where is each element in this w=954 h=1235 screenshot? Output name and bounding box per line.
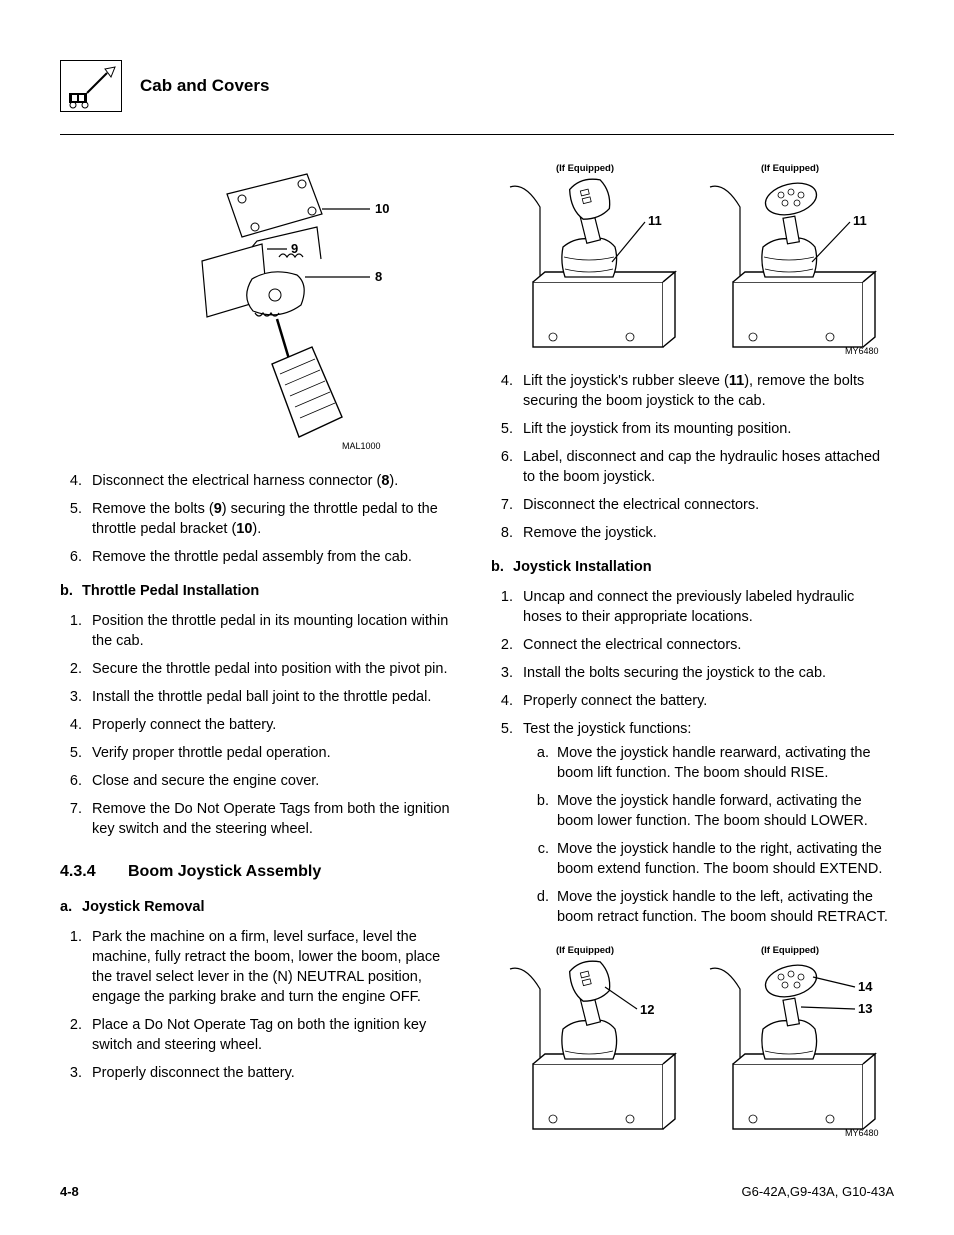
list-item: Position the throttle pedal in its mount… xyxy=(86,611,463,651)
subheading-a: a.Joystick Removal xyxy=(60,897,463,917)
if-equipped-label: (If Equipped) xyxy=(761,163,819,174)
list-item: Close and secure the engine cover. xyxy=(86,771,463,791)
list-item: Install the bolts securing the joystick … xyxy=(517,663,894,683)
callout-12: 12 xyxy=(640,1002,654,1017)
figure-throttle-pedal: 10 9 8 MAL1000 xyxy=(60,169,463,459)
page-number: 4-8 xyxy=(60,1184,79,1199)
list-item: Remove the joystick. xyxy=(517,523,894,543)
list-item: Remove the bolts (9) securing the thrott… xyxy=(86,499,463,539)
page-header: Cab and Covers xyxy=(60,60,894,135)
section-heading-434: 4.3.4Boom Joystick Assembly xyxy=(60,861,463,883)
if-equipped-label: (If Equipped) xyxy=(556,163,614,174)
list-joystick-removal-cont: Lift the joystick's rubber sleeve (11), … xyxy=(491,371,894,543)
list-item: Secure the throttle pedal into position … xyxy=(86,659,463,679)
section-icon xyxy=(60,60,122,112)
figure-caption: MY6480 xyxy=(845,346,879,356)
callout-11-left: 11 xyxy=(648,213,662,228)
list-item: Test the joystick functions: Move the jo… xyxy=(517,719,894,927)
figure-caption: MAL1000 xyxy=(342,441,381,451)
list-pedal-install: Position the throttle pedal in its mount… xyxy=(60,611,463,839)
list-item: Move the joystick handle forward, activa… xyxy=(553,791,894,831)
list-item: Move the joystick handle to the left, ac… xyxy=(553,887,894,927)
list-joystick-test: Move the joystick handle rearward, activ… xyxy=(523,743,894,927)
list-joystick-install: Uncap and connect the previously labeled… xyxy=(491,587,894,927)
figure-joystick-top: (If Equipped) (If Equipped) xyxy=(491,159,894,359)
list-item: Disconnect the electrical connectors. xyxy=(517,495,894,515)
list-pedal-removal-cont: Disconnect the electrical harness connec… xyxy=(60,471,463,567)
page: Cab and Covers xyxy=(0,0,954,1235)
list-item: Verify proper throttle pedal operation. xyxy=(86,743,463,763)
content-columns: 10 9 8 MAL1000 Disconnect the electrical… xyxy=(60,159,894,1153)
list-item: Connect the electrical connectors. xyxy=(517,635,894,655)
left-column: 10 9 8 MAL1000 Disconnect the electrical… xyxy=(60,159,463,1153)
if-equipped-label: (If Equipped) xyxy=(761,945,819,956)
list-item: Disconnect the electrical harness connec… xyxy=(86,471,463,491)
callout-14: 14 xyxy=(858,979,873,994)
list-item: Install the throttle pedal ball joint to… xyxy=(86,687,463,707)
list-item: Uncap and connect the previously labeled… xyxy=(517,587,894,627)
callout-11-right: 11 xyxy=(853,213,867,228)
list-item: Properly disconnect the battery. xyxy=(86,1063,463,1083)
list-item: Label, disconnect and cap the hydraulic … xyxy=(517,447,894,487)
right-column: (If Equipped) (If Equipped) xyxy=(491,159,894,1153)
figure-joystick-bottom: (If Equipped) (If Equipped) xyxy=(491,941,894,1141)
list-item: Lift the joystick from its mounting posi… xyxy=(517,419,894,439)
section-title: Cab and Covers xyxy=(140,76,269,96)
list-item: Properly connect the battery. xyxy=(86,715,463,735)
list-item: Move the joystick handle rearward, activ… xyxy=(553,743,894,783)
list-item: Park the machine on a firm, level surfac… xyxy=(86,927,463,1007)
list-item: Remove the Do Not Operate Tags from both… xyxy=(86,799,463,839)
page-footer: 4-8 G6-42A,G9-43A, G10-43A xyxy=(60,1184,894,1199)
subheading-b: b.Joystick Installation xyxy=(491,557,894,577)
model-list: G6-42A,G9-43A, G10-43A xyxy=(742,1184,894,1199)
callout-8: 8 xyxy=(375,269,382,284)
list-item: Lift the joystick's rubber sleeve (11), … xyxy=(517,371,894,411)
callout-13: 13 xyxy=(858,1001,872,1016)
list-joystick-removal: Park the machine on a firm, level surfac… xyxy=(60,927,463,1083)
list-item: Place a Do Not Operate Tag on both the i… xyxy=(86,1015,463,1055)
figure-caption: MY6480 xyxy=(845,1128,879,1138)
list-item: Remove the throttle pedal assembly from … xyxy=(86,547,463,567)
if-equipped-label: (If Equipped) xyxy=(556,945,614,956)
subheading-b: b.Throttle Pedal Installation xyxy=(60,581,463,601)
list-item: Move the joystick handle to the right, a… xyxy=(553,839,894,879)
callout-10: 10 xyxy=(375,201,389,216)
list-item: Properly connect the battery. xyxy=(517,691,894,711)
callout-9: 9 xyxy=(291,241,298,256)
